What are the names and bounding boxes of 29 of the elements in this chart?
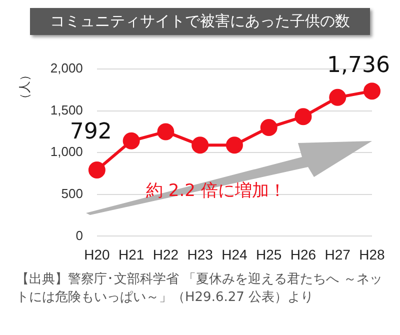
- y-tick-label: 0: [76, 228, 83, 243]
- x-tick-label: H24: [222, 246, 248, 262]
- y-axis-title: （人）: [18, 69, 32, 105]
- x-tick-label: H21: [118, 246, 144, 262]
- x-tick-label: H23: [187, 246, 214, 262]
- point: [157, 123, 174, 140]
- x-tick-label: H27: [324, 246, 351, 262]
- x-tick-label: H20: [84, 246, 110, 262]
- y-tick-label: 500: [61, 186, 83, 201]
- point: [226, 136, 243, 154]
- x-tick-label: H28: [359, 246, 386, 262]
- x-tick-label: H26: [290, 246, 316, 262]
- text: 【出典】警察庁･文部科学省 「夏休みを迎える君たちへ ～ネットには危険もいっぱい～」（H29.6.27 公表）より: [16, 271, 384, 306]
- x-tick-label: H22: [152, 246, 179, 262]
- point: [122, 132, 140, 150]
- data-label: 792: [70, 120, 112, 145]
- point: [192, 136, 209, 154]
- y-tick-label: 1,500: [50, 102, 83, 118]
- y-tick-label: 1,000: [50, 144, 83, 160]
- annotation: 約 2.2 倍に増加！: [146, 180, 286, 202]
- chart-title: コミュニティサイトで被害にあった子供の数: [30, 8, 370, 35]
- point: [88, 161, 106, 178]
- data-label: 1,736: [327, 52, 390, 78]
- x-tick-label: H25: [256, 246, 282, 262]
- point: [329, 88, 346, 106]
- point: [260, 119, 278, 136]
- point: [364, 82, 380, 100]
- point: [294, 108, 312, 126]
- y-tick-label: 2,000: [50, 60, 83, 76]
